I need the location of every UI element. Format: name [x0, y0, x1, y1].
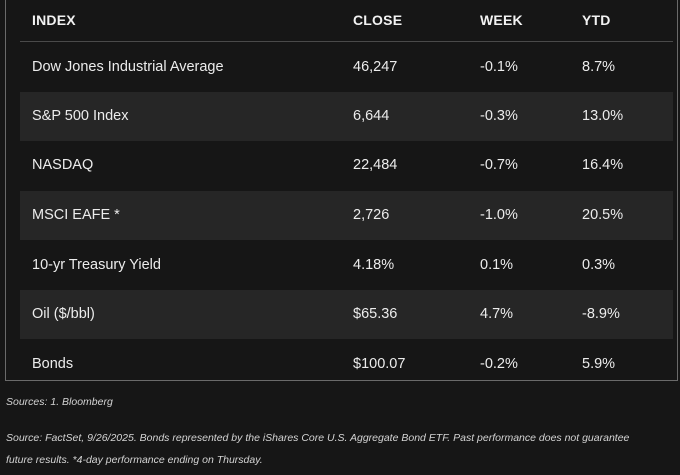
- cell-close: 4.18%: [353, 257, 395, 273]
- cell-week: -0.2%: [480, 356, 518, 372]
- cell-close: $65.36: [353, 306, 398, 322]
- cell-index: Bonds: [32, 356, 74, 372]
- cell-ytd: 8.7%: [582, 59, 616, 75]
- cell-week: 4.7%: [480, 306, 514, 322]
- cell-ytd: -8.9%: [582, 306, 620, 322]
- cell-week: -1.0%: [480, 207, 518, 223]
- table-row: NASDAQ 22,484 -0.7% 16.4%: [20, 141, 673, 190]
- cell-index: NASDAQ: [32, 157, 94, 173]
- market-summary-table: INDEX CLOSE WEEK YTD Dow Jones Industria…: [5, 0, 678, 381]
- table-row: Dow Jones Industrial Average 46,247 -0.1…: [20, 43, 673, 92]
- cell-index: 10-yr Treasury Yield: [32, 257, 161, 273]
- cell-index: Dow Jones Industrial Average: [32, 59, 224, 75]
- cell-week: -0.3%: [480, 108, 518, 124]
- table-row: 10-yr Treasury Yield 4.18% 0.1% 0.3%: [20, 241, 673, 290]
- cell-ytd: 13.0%: [582, 108, 624, 124]
- cell-close: 2,726: [353, 207, 390, 223]
- header-ytd: YTD: [582, 12, 611, 28]
- table-row: MSCI EAFE * 2,726 -1.0% 20.5%: [20, 191, 673, 240]
- cell-week: -0.7%: [480, 157, 518, 173]
- cell-close: 22,484: [353, 157, 398, 173]
- cell-index: Oil ($/bbl): [32, 306, 95, 322]
- header-week: WEEK: [480, 12, 523, 28]
- table-row: Oil ($/bbl) $65.36 4.7% -8.9%: [20, 290, 673, 339]
- cell-index: MSCI EAFE *: [32, 207, 120, 223]
- cell-ytd: 0.3%: [582, 257, 616, 273]
- table-row: S&P 500 Index 6,644 -0.3% 13.0%: [20, 92, 673, 141]
- cell-ytd: 20.5%: [582, 207, 624, 223]
- source-detail-line-1: Source: FactSet, 9/26/2025. Bonds repres…: [6, 432, 630, 444]
- cell-ytd: 16.4%: [582, 157, 624, 173]
- cell-ytd: 5.9%: [582, 356, 616, 372]
- table-row: Bonds $100.07 -0.2% 5.9%: [20, 340, 673, 389]
- cell-week: -0.1%: [480, 59, 518, 75]
- source-detail-line-2: future results. *4-day performance endin…: [6, 454, 263, 466]
- header-close: CLOSE: [353, 12, 403, 28]
- table-header-row: INDEX CLOSE WEEK YTD: [20, 0, 673, 42]
- cell-close: 46,247: [353, 59, 398, 75]
- sources-note: Sources: 1. Bloomberg: [6, 396, 113, 408]
- cell-week: 0.1%: [480, 257, 514, 273]
- header-index: INDEX: [32, 12, 76, 28]
- cell-close: 6,644: [353, 108, 390, 124]
- cell-index: S&P 500 Index: [32, 108, 129, 124]
- cell-close: $100.07: [353, 356, 406, 372]
